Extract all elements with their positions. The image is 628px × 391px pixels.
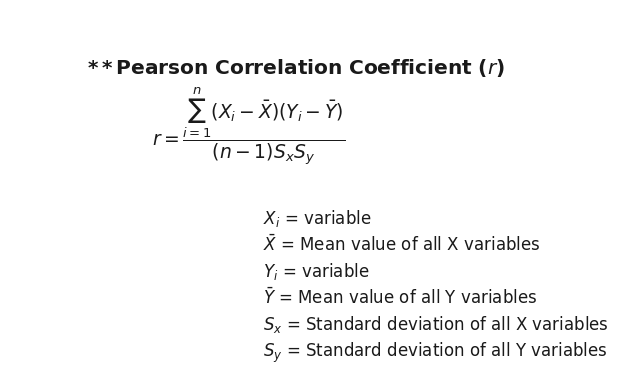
- Text: $X_i$ = variable: $X_i$ = variable: [264, 208, 372, 229]
- Text: $\bar{Y}$ = Mean value of all Y variables: $\bar{Y}$ = Mean value of all Y variable…: [264, 287, 538, 308]
- Text: $Y_i$ = variable: $Y_i$ = variable: [264, 261, 370, 282]
- Text: $r = \dfrac{\sum_{i=1}^{n}(X_i - \bar{X})(Y_i - \bar{Y})}{(n-1)S_xS_y}$: $r = \dfrac{\sum_{i=1}^{n}(X_i - \bar{X}…: [152, 86, 345, 167]
- Text: $\mathbf{**Pearson\ Correlation\ Coefficient\ (\mathit{r})}$: $\mathbf{**Pearson\ Correlation\ Coeffic…: [87, 57, 505, 79]
- Text: $S_x$ = Standard deviation of all X variables: $S_x$ = Standard deviation of all X vari…: [264, 314, 609, 335]
- Text: $S_y$ = Standard deviation of all Y variables: $S_y$ = Standard deviation of all Y vari…: [264, 341, 608, 365]
- Text: $\bar{X}$ = Mean value of all X variables: $\bar{X}$ = Mean value of all X variable…: [264, 235, 541, 255]
